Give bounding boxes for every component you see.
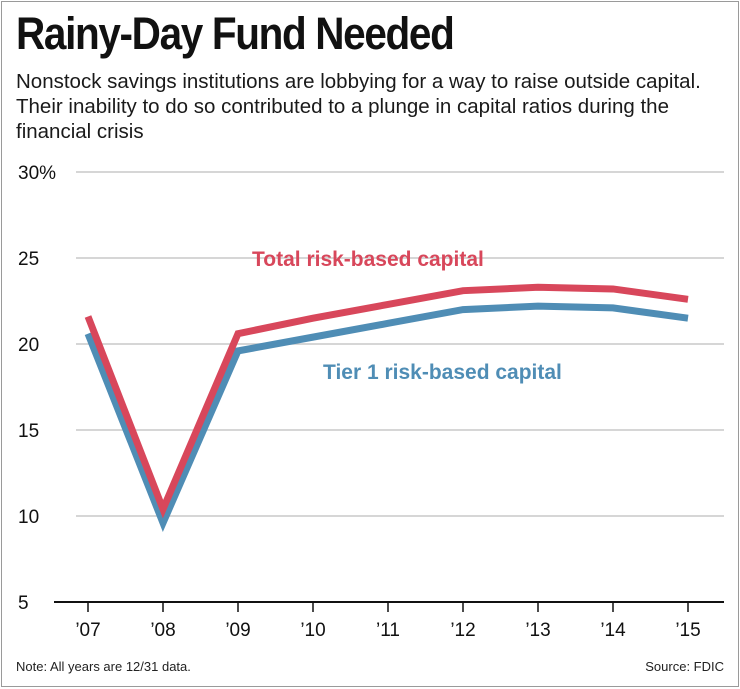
x-tick-label: ’15 (675, 620, 700, 641)
x-axis (54, 601, 724, 612)
x-tick-label: ’08 (150, 620, 175, 641)
chart-subtitle: Nonstock savings institutions are lobbyi… (16, 70, 701, 143)
y-tick-label: 5 (18, 593, 29, 614)
x-tick-label: ’12 (450, 620, 475, 641)
source-credit: Source: FDIC (645, 659, 724, 674)
y-tick-label: 10 (18, 507, 39, 528)
x-tick-label: ’13 (525, 620, 550, 641)
series-lines (84, 283, 689, 532)
y-tick-label: 25 (18, 249, 39, 270)
tier1-risk-based-capital-line (84, 302, 689, 532)
chart-title: Rainy-Day Fund Needed (16, 8, 455, 59)
y-tick-label: 30% (18, 163, 56, 184)
x-tick-label: ’11 (376, 620, 400, 641)
x-tick-label: ’10 (300, 620, 325, 641)
gridlines (76, 171, 724, 517)
x-tick-label: ’09 (225, 620, 250, 641)
footnote: Note: All years are 12/31 data. (16, 659, 191, 674)
y-tick-label: 20 (18, 335, 39, 356)
y-tick-label: 15 (18, 421, 39, 442)
total-series-label: Total risk-based capital (252, 248, 484, 271)
x-tick-label: ’14 (600, 620, 626, 641)
x-tick-label: ’07 (75, 620, 100, 641)
y-axis-tick-labels: 30% 25 20 15 10 5 (18, 163, 56, 614)
tier1-series-label: Tier 1 risk-based capital (323, 361, 562, 384)
series-labels: Total risk-based capital Tier 1 risk-base… (252, 248, 562, 384)
total-risk-based-capital-line (84, 283, 689, 519)
x-axis-tick-labels: ’07 ’08 ’09 ’10 ’11 ’12 ’13 ’14 ’15 (75, 620, 700, 641)
